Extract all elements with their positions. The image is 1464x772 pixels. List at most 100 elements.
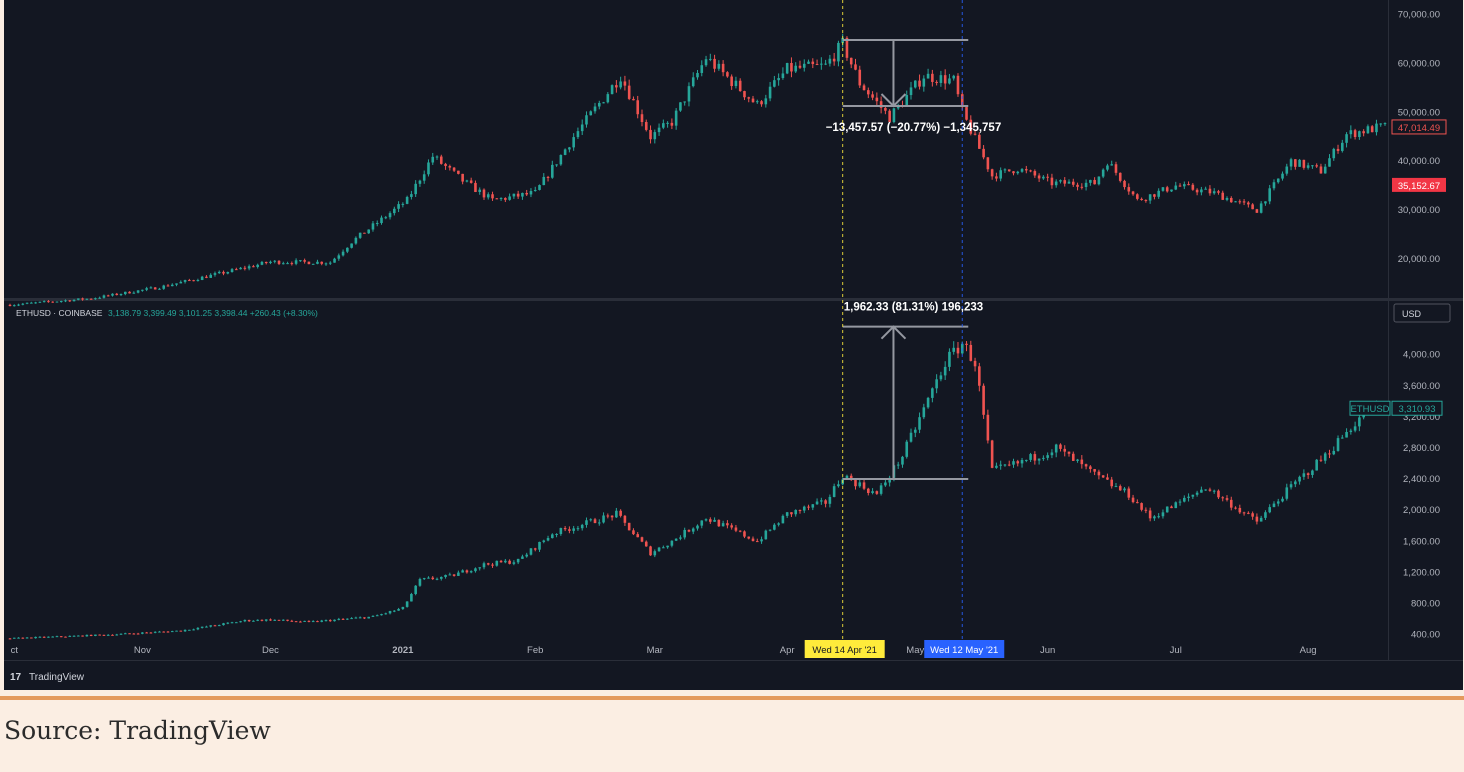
candle-body xyxy=(192,280,195,282)
candle-body xyxy=(72,635,76,637)
candle-body xyxy=(1225,498,1229,500)
candle-body xyxy=(1016,461,1020,464)
candle-body xyxy=(30,637,33,639)
candle-body xyxy=(576,528,580,530)
candle-body xyxy=(619,81,622,88)
divider-rule xyxy=(0,696,1464,700)
candle-body xyxy=(1054,444,1058,453)
candle-body xyxy=(170,284,174,287)
candle-body xyxy=(333,258,336,263)
candle-body xyxy=(1370,126,1374,133)
candle-body xyxy=(303,260,306,262)
candle-body xyxy=(371,223,375,230)
candle-body xyxy=(986,414,990,441)
candle-body xyxy=(1191,184,1195,190)
candle-body xyxy=(1204,188,1207,190)
candle-body xyxy=(709,58,712,60)
candle-body xyxy=(696,525,699,529)
candle-body xyxy=(115,634,119,636)
candle-body xyxy=(1336,148,1340,151)
candle-body xyxy=(666,545,669,548)
candle-body xyxy=(1238,507,1242,513)
candle-body xyxy=(555,533,558,535)
candle-body xyxy=(1025,169,1028,171)
candle-body xyxy=(482,189,486,198)
candle-body xyxy=(346,618,349,620)
candle-body xyxy=(1042,176,1045,179)
candle-body xyxy=(1033,454,1037,461)
candle-body xyxy=(913,80,917,88)
candle-body xyxy=(183,280,187,282)
candle-body xyxy=(1144,509,1148,511)
pane-separator xyxy=(4,298,1463,301)
candle-body xyxy=(1362,131,1365,134)
candle-body xyxy=(918,417,921,430)
candle-body xyxy=(952,347,956,352)
candle-body xyxy=(495,198,499,200)
candle-body xyxy=(1093,179,1096,185)
candle-body xyxy=(290,263,294,265)
candle-body xyxy=(627,85,631,99)
candle-body xyxy=(1195,492,1199,495)
candle-body xyxy=(1080,186,1084,188)
candle-body xyxy=(98,297,101,299)
candle-body xyxy=(1221,192,1225,200)
candle-body xyxy=(820,63,823,65)
candle-body xyxy=(17,304,20,306)
candle-body xyxy=(397,608,400,611)
candle-body xyxy=(726,523,729,526)
candle-body xyxy=(1118,486,1122,491)
candle-body xyxy=(1212,191,1216,194)
candle-body xyxy=(1234,507,1237,509)
candle-body xyxy=(1285,487,1289,499)
x-tick-label: Nov xyxy=(134,645,151,656)
candle-body xyxy=(226,622,230,624)
candle-body xyxy=(862,85,866,91)
candle-body xyxy=(649,546,652,556)
candle-body xyxy=(602,102,605,104)
candle-body xyxy=(196,280,200,282)
price-badge-label: 3,310.93 xyxy=(1399,404,1436,415)
candle-body xyxy=(410,194,413,197)
candle-body xyxy=(1170,189,1173,192)
candle-body xyxy=(713,58,716,69)
candle-body xyxy=(414,183,417,195)
candle-body xyxy=(94,634,97,636)
candle-body xyxy=(879,101,883,108)
candle-body xyxy=(811,61,815,65)
chart-canvas[interactable]: 20,000.00 30,000.00 40,000.00 50,000.00 60,0… xyxy=(0,0,1464,692)
x-tick-label: Dec xyxy=(262,645,279,656)
candle-body xyxy=(1242,201,1246,203)
candle-body xyxy=(815,501,819,505)
candle-body xyxy=(188,629,191,631)
candle-body xyxy=(30,302,33,304)
candle-body xyxy=(1110,479,1114,487)
candle-body xyxy=(546,538,550,541)
candle-body xyxy=(683,529,686,538)
candle-body xyxy=(230,622,234,624)
candle-body xyxy=(867,90,870,95)
candle-body xyxy=(875,491,879,494)
candle-body xyxy=(418,579,422,586)
symbol-badge-label: ETHUSD xyxy=(1350,404,1389,415)
candle-body xyxy=(59,636,63,638)
candle-body xyxy=(1165,187,1169,192)
candle-body xyxy=(21,637,25,639)
candle-body xyxy=(734,80,738,87)
candle-body xyxy=(674,110,678,126)
candle-body xyxy=(72,299,76,302)
candle-body xyxy=(738,530,742,532)
candle-body xyxy=(529,548,533,555)
candle-body xyxy=(542,540,546,542)
candle-body xyxy=(17,637,20,639)
candle-body xyxy=(414,585,417,595)
candle-body xyxy=(999,464,1002,466)
candle-body xyxy=(141,289,144,291)
candle-body xyxy=(371,615,375,617)
candle-body xyxy=(931,73,934,82)
candle-body xyxy=(1084,182,1088,187)
candle-body xyxy=(239,267,242,270)
candle-body xyxy=(572,137,575,148)
candle-body xyxy=(973,360,977,367)
y-tick-label: 800.00 xyxy=(1411,598,1440,609)
